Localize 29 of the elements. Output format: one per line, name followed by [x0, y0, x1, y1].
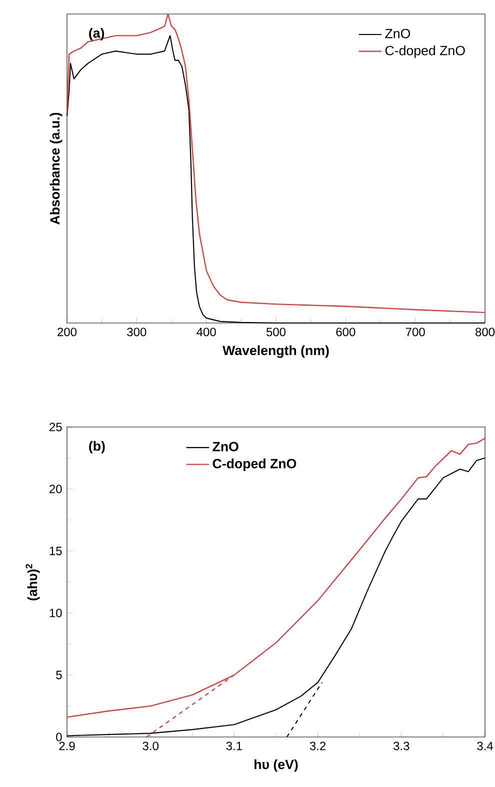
annotation: (b): [89, 441, 105, 454]
x-tick-label: 700: [406, 328, 425, 336]
x-tick-label: 3.3: [394, 742, 410, 750]
legend-label: C-doped ZnO: [212, 458, 296, 471]
y-tick-label: 10: [50, 608, 62, 618]
legend-label: C-doped ZnO: [385, 46, 465, 58]
x-tick-label: 3.2: [310, 742, 326, 750]
x-tick-label: 200: [58, 328, 77, 336]
annotation: (a): [89, 28, 104, 40]
legend-label: ZnO: [385, 28, 410, 38]
x-tick-label: 600: [336, 328, 356, 336]
x-tick-label: 3.0: [142, 742, 158, 750]
x-tick-label: 400: [196, 328, 216, 336]
x-axis-title: Wavelength (nm): [222, 345, 329, 358]
y-axis-title: (ahυ)$^{2}$: [26, 564, 40, 600]
x-axis-title: hυ (eV): [254, 759, 298, 772]
y-tick-label: 15: [50, 546, 62, 556]
y-tick-label: 0: [56, 732, 62, 742]
y-tick-label: 20: [50, 484, 62, 494]
y-tick-label: 5: [56, 670, 62, 680]
x-tick-label: 800: [476, 328, 495, 336]
x-tick-label: 300: [127, 328, 146, 336]
x-tick-label: 500: [266, 328, 286, 336]
y-tick-label: 25: [50, 422, 62, 432]
x-tick-label: 2.9: [59, 742, 75, 750]
y-axis-title: Absorbance (a.u.): [50, 112, 62, 224]
legend-label: ZnO: [212, 442, 238, 452]
x-tick-label: 3.4: [477, 742, 493, 750]
x-tick-label: 3.1: [226, 742, 242, 750]
